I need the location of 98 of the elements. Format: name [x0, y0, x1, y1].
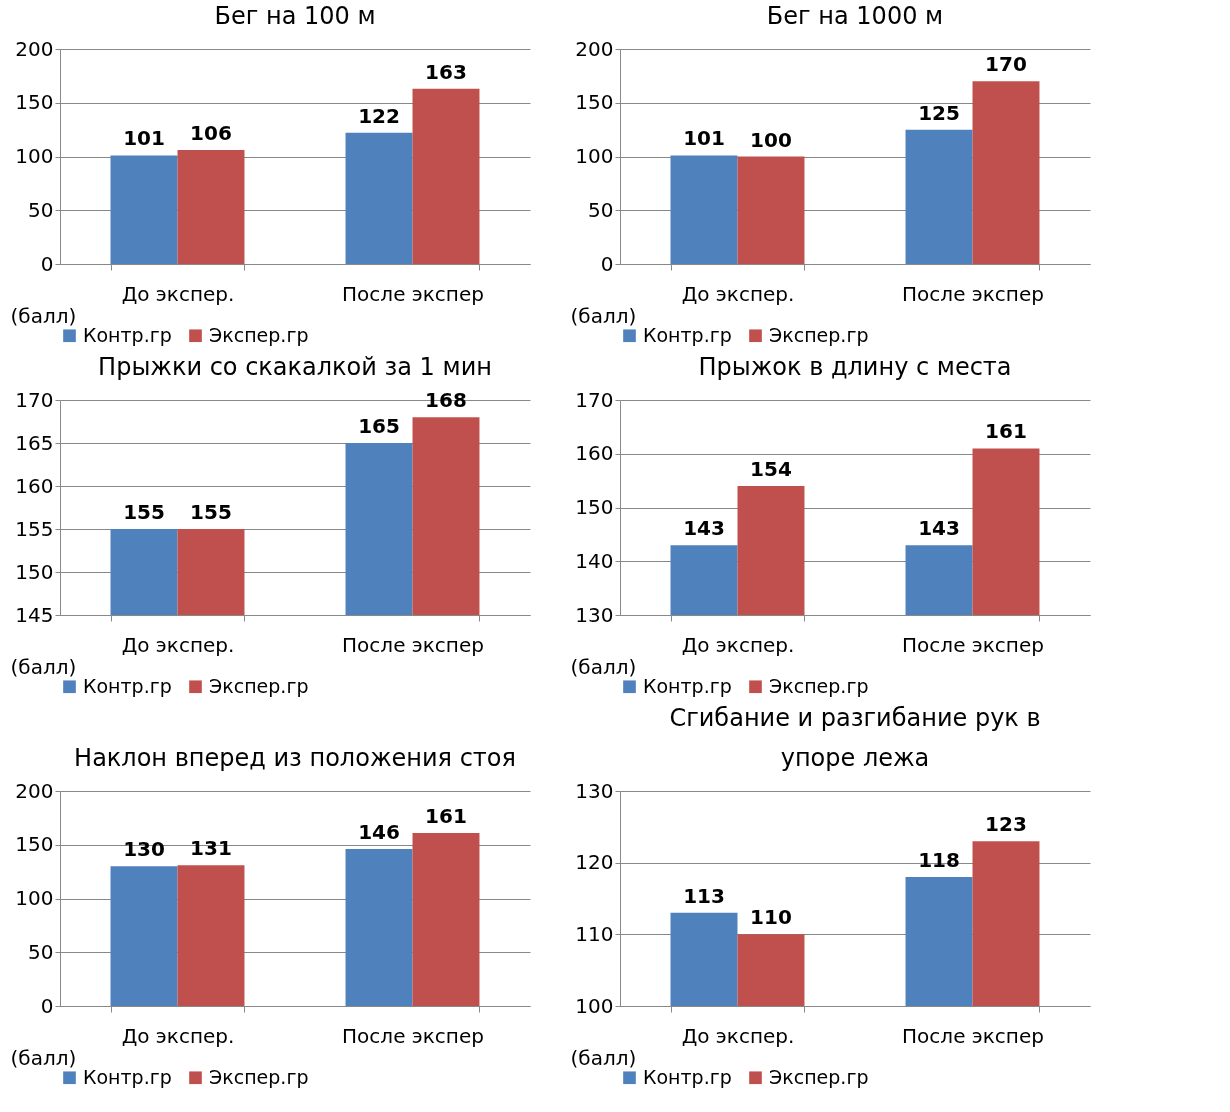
y-tick-label: 100 [575, 144, 614, 168]
chart-title: Прыжок в длину с места [698, 353, 1012, 381]
x-tick-label: После экспер [902, 1023, 1044, 1048]
data-label: 168 [425, 388, 467, 413]
bar [345, 132, 413, 264]
bar [972, 81, 1040, 264]
data-label: 165 [358, 414, 400, 438]
legend-label: Контр.гр [83, 1065, 172, 1088]
legend-label: Контр.гр [643, 1065, 732, 1088]
y-axis-title: (балл) [10, 1045, 77, 1070]
x-tick-label: До экспер. [121, 1023, 235, 1048]
y-tick-label: 100 [15, 886, 54, 910]
y-tick-label: 170 [575, 387, 614, 412]
x-tick-label: После экспер [342, 1023, 484, 1048]
data-label: 118 [918, 848, 960, 872]
data-label: 125 [918, 100, 960, 125]
y-tick-label: 50 [588, 197, 614, 222]
y-axis-title: (балл) [10, 303, 77, 328]
legend-label: Экспер.гр [769, 1065, 869, 1088]
legend-label: Контр.гр [83, 674, 172, 697]
bar [737, 156, 805, 264]
y-tick-label: 170 [15, 387, 54, 412]
y-tick-label: 150 [575, 90, 614, 115]
data-label: 101 [683, 126, 725, 151]
y-tick-label: 200 [15, 778, 54, 803]
y-tick-label: 145 [15, 602, 54, 627]
y-axis-title: (балл) [570, 1045, 637, 1070]
y-tick-label: 160 [575, 441, 614, 466]
y-tick-label: 150 [15, 832, 54, 857]
x-tick-label: До экспер. [681, 632, 795, 657]
x-tick-label: До экспер. [121, 632, 235, 657]
x-tick-label: До экспер. [121, 281, 235, 306]
x-tick-label: После экспер [902, 632, 1044, 657]
data-label: 122 [358, 103, 400, 128]
y-tick-label: 130 [575, 778, 614, 803]
bar [670, 155, 738, 264]
y-tick-label: 150 [15, 90, 54, 115]
data-label: 113 [683, 883, 725, 908]
x-tick-label: До экспер. [681, 281, 795, 306]
y-tick-label: 140 [575, 548, 614, 573]
legend-label: Экспер.гр [769, 674, 869, 697]
y-tick-label: 100 [575, 993, 614, 1018]
y-tick-label: 130 [575, 602, 614, 627]
x-tick-label: После экспер [342, 632, 484, 657]
data-label: 154 [750, 457, 792, 481]
data-label: 163 [425, 59, 467, 84]
data-label: 146 [358, 820, 400, 845]
bar [905, 129, 973, 264]
chart-title: Сгибание и разгибание рук в упоре лежа [669, 704, 1041, 772]
y-tick-label: 165 [15, 430, 54, 455]
data-label: 110 [750, 905, 792, 930]
x-tick-label: До экспер. [681, 1023, 795, 1048]
data-label: 161 [985, 419, 1027, 444]
data-label: 101 [123, 126, 165, 151]
y-tick-label: 110 [575, 921, 614, 946]
chart-title: Прыжки со скакалкой за 1 мин [98, 353, 492, 381]
legend-label: Контр.гр [83, 323, 172, 346]
chart-title: Наклон вперед из положения стоя [74, 744, 516, 772]
legend-label: Контр.гр [643, 323, 732, 346]
legend-label: Экспер.гр [209, 674, 309, 697]
data-label: 100 [750, 127, 792, 152]
y-tick-label: 0 [40, 993, 54, 1018]
y-axis-title: (балл) [570, 654, 637, 679]
data-label: 155 [190, 500, 232, 524]
x-tick-label: После экспер [902, 281, 1044, 306]
legend-label: Контр.гр [643, 674, 732, 697]
bar [177, 150, 245, 264]
y-tick-label: 200 [15, 36, 54, 61]
x-tick-label: После экспер [342, 281, 484, 306]
y-tick-label: 120 [575, 850, 614, 875]
legend-label: Экспер.гр [769, 323, 869, 346]
data-label: 155 [123, 500, 165, 524]
data-label: 170 [985, 52, 1027, 77]
y-tick-label: 200 [575, 36, 614, 61]
data-label: 130 [123, 837, 165, 862]
bar [412, 88, 480, 264]
y-tick-label: 50 [28, 939, 54, 964]
chart-title: Бег на 100 м [214, 2, 376, 30]
data-label: 123 [985, 812, 1027, 837]
y-tick-label: 50 [28, 197, 54, 222]
legend-label: Экспер.гр [209, 1065, 309, 1088]
legend-label: Экспер.гр [209, 323, 309, 346]
chart-title: Бег на 1000 м [766, 2, 944, 30]
y-tick-label: 100 [15, 144, 54, 168]
y-tick-label: 0 [40, 251, 54, 276]
data-label: 143 [683, 516, 725, 541]
y-tick-label: 155 [15, 516, 54, 541]
y-tick-label: 0 [600, 251, 614, 276]
y-tick-label: 150 [575, 495, 614, 519]
bar [110, 155, 178, 264]
data-label: 143 [918, 516, 960, 541]
y-axis-title: (балл) [570, 303, 637, 328]
data-label: 161 [425, 803, 467, 828]
y-tick-label: 160 [15, 473, 54, 498]
data-label: 131 [190, 836, 232, 861]
y-axis-title: (балл) [10, 654, 77, 679]
y-tick-label: 150 [15, 559, 54, 584]
data-label: 106 [190, 121, 232, 146]
